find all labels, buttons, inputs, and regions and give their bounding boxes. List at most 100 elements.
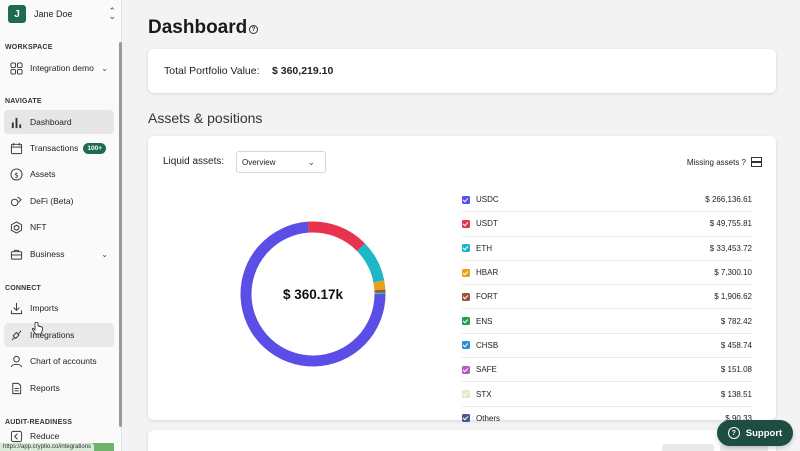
chevron-down-icon: ⌄ [101, 249, 108, 259]
legend-item[interactable]: USDC $ 266,136.61 [462, 188, 752, 213]
legend-checkbox[interactable] [462, 219, 470, 228]
legend-asset-value: $ 151.08 [720, 365, 752, 375]
sidebar-scrollbar[interactable] [119, 42, 122, 427]
legend-asset-name: USDC [476, 195, 499, 205]
grid-icon [10, 61, 23, 75]
sidebar-item-label: Integrations [30, 330, 75, 340]
sidebar-item-imports[interactable]: Imports [4, 296, 114, 320]
donut-slice-eth[interactable] [356, 243, 385, 283]
donut-slice-usdc[interactable] [240, 221, 386, 367]
bottom-card [148, 430, 776, 451]
asset-legend: USDC $ 266,136.61 USDT $ 49,755.81 ETH $ 33,4… [462, 188, 752, 431]
donut-chart: $ 360.17k [240, 221, 386, 367]
legend-asset-name: FORT [476, 292, 498, 302]
chevron-down-icon: ⌄ [307, 157, 315, 167]
legend-item[interactable]: SAFE $ 151.08 [462, 358, 752, 383]
missing-assets-label: Missing assets ? [686, 157, 746, 167]
workspace-name: Integration demo [30, 63, 94, 73]
page-title: Dashboard [148, 17, 248, 38]
legend-checkbox[interactable] [462, 268, 470, 277]
sidebar-item-reports[interactable]: Reports [4, 376, 114, 400]
person-icon [10, 355, 23, 368]
sidebar: J Jane Doe ⌃ ⌄ WORKSPACE Integration demo… [0, 0, 122, 451]
server-icon [751, 157, 762, 167]
legend-asset-name: SAFE [476, 365, 497, 375]
avatar: J [8, 5, 26, 23]
status-bar-url: https://app.cryptio.co/integrations [0, 443, 95, 451]
legend-checkbox[interactable] [462, 317, 470, 326]
liquid-assets-label: Liquid assets: [163, 156, 225, 167]
sidebar-item-label: DeFi (Beta) [30, 196, 74, 206]
sidebar-item-label: Transactions [30, 143, 79, 153]
legend-asset-value: $ 7,300.10 [714, 268, 752, 278]
sidebar-item-label: Business [30, 249, 65, 259]
legend-checkbox[interactable] [462, 365, 470, 374]
ghost-button[interactable] [720, 444, 768, 451]
hand-cursor-icon [32, 322, 43, 335]
bar-chart-icon [10, 116, 23, 129]
donut-slice-usdt[interactable] [307, 221, 365, 252]
reduce-icon [10, 430, 23, 443]
legend-item[interactable]: FORT $ 1,906.62 [462, 285, 752, 310]
legend-checkbox[interactable] [462, 244, 470, 253]
legend-checkbox[interactable] [462, 341, 470, 350]
sidebar-item-transactions[interactable]: Transactions 100+ [4, 136, 114, 160]
legend-asset-value: $ 33,453.72 [709, 243, 752, 253]
sidebar-item-assets[interactable]: $ Assets [4, 162, 114, 186]
donut-center-label: $ 360.17k [283, 287, 344, 302]
select-value: Overview [242, 157, 276, 167]
legend-asset-name: STX [476, 389, 492, 399]
svg-text:$: $ [14, 170, 19, 179]
briefcase-icon [10, 248, 23, 261]
ghost-button[interactable] [662, 444, 714, 451]
portfolio-value: $ 360,219.10 [272, 65, 334, 77]
legend-item[interactable]: ENS $ 782.42 [462, 309, 752, 334]
sidebar-item-chart-of-accounts[interactable]: Chart of accounts [4, 349, 114, 373]
legend-asset-name: HBAR [476, 268, 499, 278]
sidebar-item-label: Imports [30, 303, 59, 313]
support-label: Support [745, 427, 783, 439]
help-icon[interactable]: ? [249, 25, 258, 34]
dollar-icon: $ [10, 167, 23, 181]
legend-asset-value: $ 458.74 [720, 340, 752, 350]
user-switcher[interactable]: J Jane Doe ⌃ ⌄ [8, 4, 116, 24]
legend-item[interactable]: ETH $ 33,453.72 [462, 237, 752, 261]
legend-item[interactable]: USDT $ 49,755.81 [462, 212, 752, 237]
legend-item[interactable]: CHSB $ 458.74 [462, 334, 752, 359]
liquid-assets-select[interactable]: Overview ⌄ [236, 151, 326, 173]
sidebar-item-integrations[interactable]: Integrations [4, 323, 114, 347]
user-name: Jane Doe [34, 9, 73, 19]
sidebar-item-nft[interactable]: NFT [4, 215, 114, 239]
legend-item[interactable]: STX $ 138.51 [462, 382, 752, 407]
legend-checkbox[interactable] [462, 292, 470, 301]
sidebar-item-business[interactable]: Business ⌄ [4, 242, 114, 266]
legend-checkbox[interactable] [462, 390, 470, 399]
sidebar-item-defi[interactable]: DeFi (Beta) [4, 189, 114, 213]
sidebar-item-label: Reports [30, 383, 60, 393]
legend-checkbox[interactable] [462, 414, 470, 423]
portfolio-label: Total Portfolio Value: [164, 65, 260, 77]
sidebar-item-dashboard[interactable]: Dashboard [4, 110, 114, 134]
support-button[interactable]: ? Support [717, 420, 793, 446]
question-icon: ? [727, 427, 740, 439]
legend-asset-value: $ 49,755.81 [709, 219, 752, 229]
sidebar-item-label: NFT [30, 222, 47, 232]
portfolio-card: Total Portfolio Value: $ 360,219.10 [148, 49, 776, 93]
sidebar-item-label: Chart of accounts [30, 356, 97, 366]
updown-chevron-icon: ⌃ ⌄ [108, 6, 116, 21]
legend-asset-name: CHSB [476, 340, 499, 350]
legend-asset-name: ETH [476, 243, 492, 253]
legend-item[interactable]: Others $ 90.33 [462, 407, 752, 431]
legend-checkbox[interactable] [462, 195, 470, 204]
workspace-selector[interactable]: Integration demo ⌄ [4, 56, 114, 80]
sidebar-item-reduce[interactable]: Reduce [4, 425, 114, 447]
donut-slice-hbar[interactable] [373, 280, 386, 291]
chevron-down-icon: ⌄ [101, 63, 108, 73]
legend-item[interactable]: HBAR $ 7,300.10 [462, 261, 752, 286]
assets-section-title: Assets & positions [148, 110, 263, 126]
defi-icon [10, 195, 23, 208]
navigate-section-label: NAVIGATE [5, 98, 42, 105]
document-icon [10, 382, 23, 395]
sidebar-item-label: Dashboard [30, 117, 72, 127]
missing-assets-link[interactable]: Missing assets ? [687, 157, 762, 167]
